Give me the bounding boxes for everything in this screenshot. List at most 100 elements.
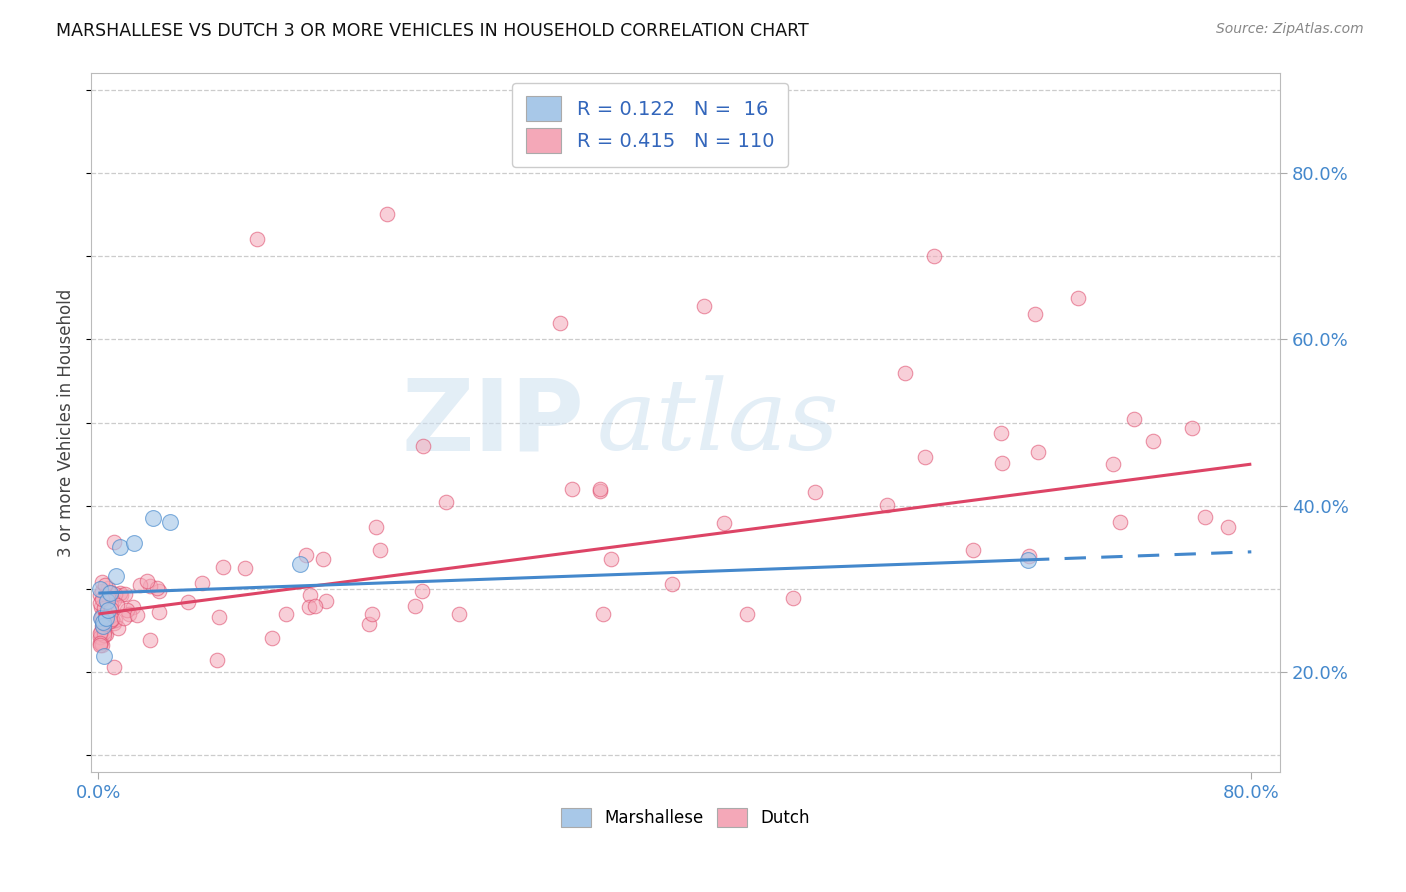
Text: atlas: atlas xyxy=(596,375,839,470)
Point xyxy=(90,583,112,598)
Point xyxy=(233,561,256,575)
Point xyxy=(110,588,132,602)
Point xyxy=(295,548,318,562)
Point xyxy=(260,631,283,645)
Point xyxy=(139,633,162,648)
Point xyxy=(411,583,433,598)
Point xyxy=(90,624,112,639)
Point xyxy=(375,207,398,221)
Point xyxy=(91,615,114,630)
Point xyxy=(107,621,129,635)
Point xyxy=(108,586,131,600)
Point xyxy=(1028,445,1050,459)
Point xyxy=(561,482,583,496)
Point xyxy=(104,587,127,601)
Point xyxy=(103,616,125,631)
Point xyxy=(148,583,170,598)
Point xyxy=(90,600,112,615)
Point xyxy=(1194,509,1216,524)
Point xyxy=(298,599,321,614)
Point xyxy=(1018,549,1040,564)
Point xyxy=(100,601,122,615)
Point xyxy=(315,594,337,608)
Point xyxy=(142,511,165,525)
Point xyxy=(159,516,181,530)
Point xyxy=(592,607,614,621)
Point xyxy=(93,601,115,615)
Point xyxy=(139,579,162,593)
Point xyxy=(548,316,571,330)
Point xyxy=(101,612,124,626)
Point xyxy=(97,585,120,599)
Point xyxy=(274,607,297,621)
Point xyxy=(804,485,827,500)
Point xyxy=(205,653,228,667)
Point xyxy=(357,616,380,631)
Point xyxy=(713,516,735,530)
Point xyxy=(661,577,683,591)
Point xyxy=(1142,434,1164,449)
Point xyxy=(191,576,214,591)
Y-axis label: 3 or more Vehicles in Household: 3 or more Vehicles in Household xyxy=(58,288,75,557)
Point xyxy=(894,366,917,380)
Point xyxy=(922,249,945,263)
Point xyxy=(98,586,121,600)
Point xyxy=(1102,457,1125,471)
Point xyxy=(311,552,333,566)
Point xyxy=(122,599,145,614)
Point xyxy=(90,592,112,607)
Point xyxy=(105,598,128,612)
Point xyxy=(589,483,612,498)
Point xyxy=(589,483,612,497)
Point xyxy=(94,611,117,625)
Point xyxy=(89,626,111,640)
Point xyxy=(145,581,167,595)
Text: MARSHALLESE VS DUTCH 3 OR MORE VEHICLES IN HOUSEHOLD CORRELATION CHART: MARSHALLESE VS DUTCH 3 OR MORE VEHICLES … xyxy=(56,22,808,40)
Point xyxy=(103,592,125,607)
Point xyxy=(93,628,115,642)
Point xyxy=(93,624,115,639)
Point xyxy=(1216,520,1239,534)
Point xyxy=(434,494,457,508)
Point xyxy=(98,615,121,629)
Point xyxy=(447,607,470,621)
Point xyxy=(89,582,111,596)
Point xyxy=(115,603,138,617)
Point xyxy=(93,648,115,663)
Text: Source: ZipAtlas.com: Source: ZipAtlas.com xyxy=(1216,22,1364,37)
Point xyxy=(692,299,714,313)
Point xyxy=(135,574,157,589)
Point xyxy=(990,456,1012,470)
Text: ZIP: ZIP xyxy=(402,374,585,471)
Point xyxy=(112,611,135,625)
Legend: Marshallese, Dutch: Marshallese, Dutch xyxy=(554,801,817,834)
Point xyxy=(1109,515,1132,529)
Point xyxy=(299,588,322,602)
Point xyxy=(90,611,112,625)
Point xyxy=(96,594,118,608)
Point xyxy=(96,607,118,622)
Point xyxy=(246,232,269,246)
Point xyxy=(1017,553,1039,567)
Point xyxy=(104,569,127,583)
Point xyxy=(114,587,136,601)
Point xyxy=(211,560,233,574)
Point xyxy=(90,634,112,648)
Point xyxy=(1181,421,1204,435)
Point xyxy=(962,543,984,558)
Point xyxy=(361,607,384,621)
Point xyxy=(304,599,326,613)
Point xyxy=(128,577,150,591)
Point xyxy=(97,581,120,595)
Point xyxy=(93,610,115,624)
Point xyxy=(1123,412,1146,426)
Point xyxy=(89,596,111,610)
Point xyxy=(97,590,120,604)
Point xyxy=(93,617,115,632)
Point xyxy=(89,638,111,652)
Point xyxy=(412,439,434,453)
Point xyxy=(90,611,112,625)
Point xyxy=(91,619,114,633)
Point xyxy=(91,619,114,633)
Point xyxy=(100,614,122,628)
